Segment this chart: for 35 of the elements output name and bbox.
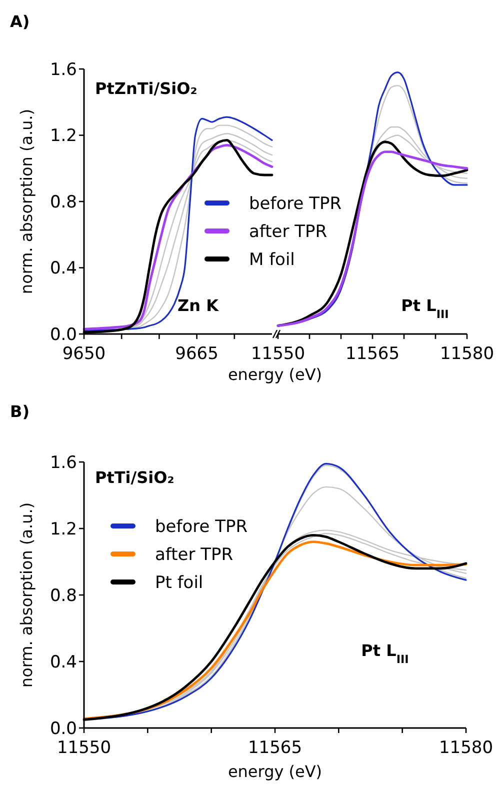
legend-label: before TPR [249, 194, 342, 214]
y-tick-label: 1.6 [50, 60, 77, 80]
x-axis-title: energy (eV) [228, 762, 322, 781]
y-tick-label: 0.0 [50, 718, 77, 739]
x-tick-label: 11550 [56, 738, 112, 758]
legend-label: Pt foil [155, 572, 204, 593]
y-tick-label: 0.8 [50, 586, 77, 606]
annotation: PtTi/SiO₂ [95, 468, 174, 487]
annotation: PtZnTi/SiO₂ [95, 79, 198, 98]
legend-label: M foil [249, 250, 295, 270]
x-tick-label: 11565 [248, 738, 302, 758]
y-axis-title: norm. absorption (a.u.) [17, 108, 36, 294]
annotation: Pt L$_{III}$ [361, 641, 409, 666]
x-tick-label: 11550 [250, 344, 306, 364]
legend-label: before TPR [155, 516, 248, 537]
y-tick-label: 0.0 [50, 324, 77, 345]
x-tick-label: 11565 [345, 344, 400, 364]
y-tick-label: 1.2 [50, 519, 77, 540]
y-tick-label: 1.2 [50, 126, 77, 146]
y-tick-label: 1.6 [50, 452, 77, 473]
y-tick-label: 0.4 [50, 652, 77, 672]
y-tick-label: 0.8 [50, 192, 77, 212]
annotation: Zn K [178, 296, 220, 315]
legend-label: after TPR [249, 222, 328, 242]
x-tick-label: 11580 [440, 344, 494, 364]
legend-label: after TPR [155, 544, 234, 565]
y-axis-title: norm. absorption (a.u.) [17, 502, 36, 688]
x-tick-label: 9650 [62, 344, 106, 364]
x-tick-label: 11580 [438, 738, 494, 758]
x-tick-label: 9665 [175, 344, 218, 364]
x-axis-title: energy (eV) [228, 365, 322, 384]
chart-title: B) [10, 402, 30, 421]
chart-title: A) [10, 12, 30, 31]
annotation: Pt L$_{III}$ [401, 296, 449, 320]
y-tick-label: 0.4 [50, 258, 77, 279]
